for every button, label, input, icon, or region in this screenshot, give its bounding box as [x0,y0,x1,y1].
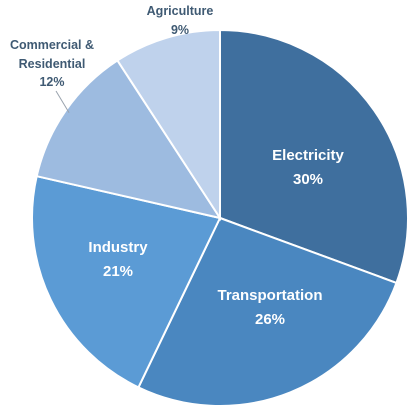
slice-label-commercial-line2: Residential [19,57,86,71]
pie-slice-agriculture [116,28,221,222]
slice-value-electricity: 30% [293,171,323,188]
slice-label-industry: Industry [88,239,148,256]
slice-label-electricity: Electricity [272,147,344,164]
pie-slices [31,28,409,407]
slice-value-transportation: 26% [255,311,285,328]
slice-label-agriculture: Agriculture [147,4,214,18]
leader-lines [55,90,70,113]
pie-slice-transportation [137,216,398,407]
pie-slice-industry [31,174,222,389]
pie-slice-electricity [219,28,409,285]
leader-line-commercial-residential [55,90,70,113]
slice-value-industry: 21% [103,263,133,280]
slice-label-transportation: Transportation [217,287,322,304]
slice-value-commercial: 12% [39,75,64,89]
slice-value-agriculture: 9% [171,23,189,37]
slice-label-commercial-line1: Commercial & [10,38,94,52]
pie-slice-commercial-residential [35,59,223,220]
